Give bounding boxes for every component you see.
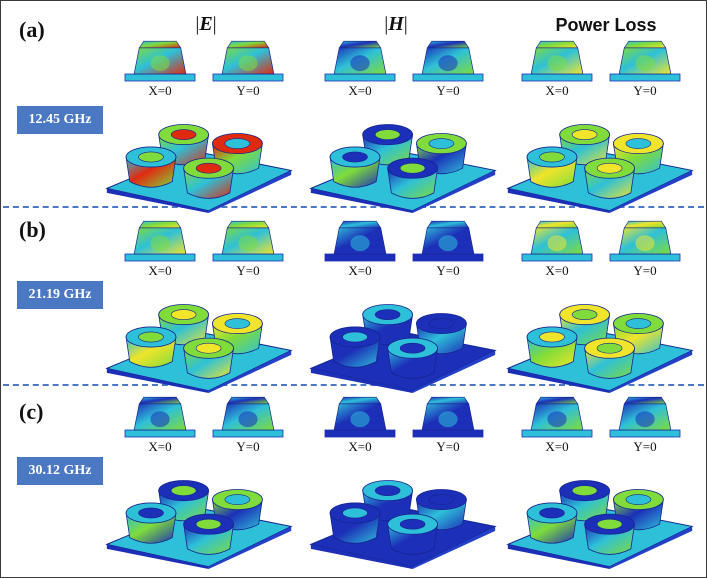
array-3d-r1c0	[105, 304, 293, 393]
section-label-x-r2c0: X=0	[148, 439, 172, 454]
section-label-x-r0c0: X=0	[148, 83, 172, 98]
array-3d-r0c0	[105, 124, 293, 213]
cross-section-y-r0c1	[412, 40, 484, 82]
column-header-e-field: |E|	[195, 13, 217, 35]
array-3d-r1c1	[309, 304, 497, 393]
section-label-x-r0c2: X=0	[545, 83, 569, 98]
section-label-y-r0c1: Y=0	[436, 83, 460, 98]
cross-section-x-r0c0	[124, 40, 196, 82]
array-3d-r2c1	[309, 480, 497, 569]
panel-label-c: (c)	[19, 399, 44, 424]
frequency-badge-a: 12.45 GHz	[17, 106, 103, 134]
array-3d-r2c0	[105, 480, 293, 569]
section-label-y-r0c0: Y=0	[236, 83, 260, 98]
cross-section-x-r0c2	[521, 40, 593, 82]
column-header-power-loss: Power Loss	[555, 15, 657, 35]
array-3d-r1c2	[506, 304, 694, 393]
section-label-x-r1c0: X=0	[148, 263, 172, 278]
cross-section-y-r1c2	[609, 220, 681, 262]
cross-section-y-r0c2	[609, 40, 681, 82]
section-label-y-r2c0: Y=0	[236, 439, 260, 454]
cross-section-y-r1c0	[212, 220, 284, 262]
section-label-y-r1c2: Y=0	[633, 263, 657, 278]
column-header-h-field: |H|	[384, 13, 408, 35]
section-label-x-r2c2: X=0	[545, 439, 569, 454]
cross-section-y-r2c1	[412, 396, 484, 438]
cross-section-x-r0c1	[324, 40, 396, 82]
cross-section-y-r0c0	[212, 40, 284, 82]
section-label-y-r1c0: Y=0	[236, 263, 260, 278]
array-3d-r2c2	[506, 480, 694, 569]
panel-label-b: (b)	[19, 217, 46, 242]
panel-label-a: (a)	[19, 17, 45, 42]
cross-section-y-r2c2	[609, 396, 681, 438]
section-label-y-r2c2: Y=0	[633, 439, 657, 454]
section-label-x-r0c1: X=0	[348, 83, 372, 98]
row-divider-1	[3, 206, 704, 208]
frequency-badge-b: 21.19 GHz	[17, 281, 103, 309]
array-3d-r0c2	[506, 124, 694, 213]
cross-section-x-r1c2	[521, 220, 593, 262]
cross-section-x-r1c0	[124, 220, 196, 262]
frequency-badge-c: 30.12 GHz	[17, 457, 103, 485]
section-label-y-r1c1: Y=0	[436, 263, 460, 278]
cross-section-x-r2c1	[324, 396, 396, 438]
section-label-y-r0c2: Y=0	[633, 83, 657, 98]
section-label-y-r2c1: Y=0	[436, 439, 460, 454]
section-label-x-r2c1: X=0	[348, 439, 372, 454]
cross-section-x-r2c2	[521, 396, 593, 438]
section-label-x-r1c2: X=0	[545, 263, 569, 278]
cross-section-y-r2c0	[212, 396, 284, 438]
cross-section-x-r1c1	[324, 220, 396, 262]
row-divider-2	[3, 384, 704, 386]
section-label-x-r1c1: X=0	[348, 263, 372, 278]
cross-section-x-r2c0	[124, 396, 196, 438]
cross-section-y-r1c1	[412, 220, 484, 262]
array-3d-r0c1	[309, 124, 497, 213]
